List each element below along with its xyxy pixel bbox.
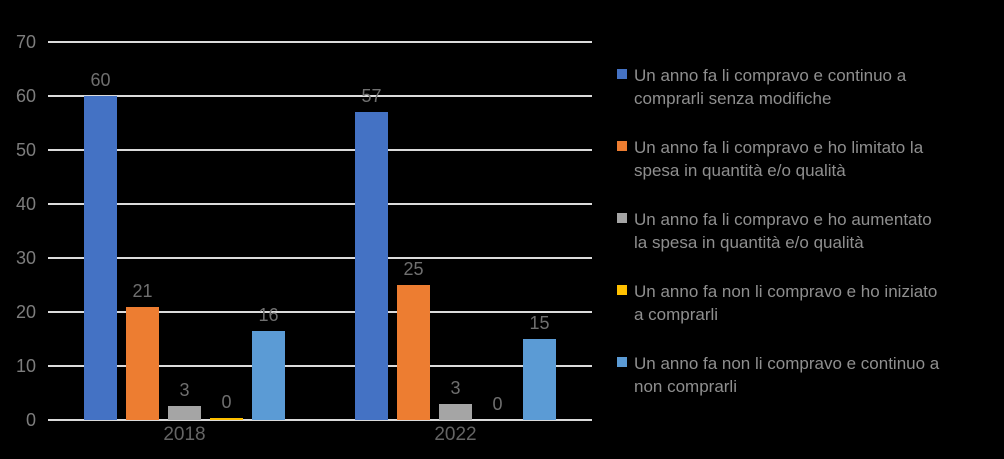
gridline	[48, 419, 592, 421]
legend-item-label: Un anno fa non li compravo e ho iniziato…	[634, 280, 1002, 326]
y-axis-tick-label: 40	[15, 194, 36, 214]
legend-item: Un anno fa non li compravo e continuo a n…	[617, 352, 1002, 398]
bar-2022-series3	[439, 404, 472, 420]
legend-label-line: Un anno fa li compravo e ho aumentato	[634, 210, 932, 229]
gridline	[48, 257, 592, 259]
data-label: 0	[492, 394, 503, 414]
data-label: 57	[361, 86, 382, 106]
data-label: 16	[258, 305, 279, 325]
legend-label-line: la spesa in quantità e/o qualità	[634, 233, 864, 252]
legend-item: Un anno fa li compravo e continuo a compr…	[617, 64, 1002, 110]
legend-swatch-icon	[617, 285, 627, 295]
bar-2022-series5	[523, 339, 556, 420]
data-label: 3	[179, 380, 190, 400]
y-axis-tick-label: 20	[15, 302, 36, 322]
data-label: 60	[90, 70, 111, 90]
legend-label-line: Un anno fa li compravo e ho limitato la	[634, 138, 924, 157]
x-axis-category-label: 2018	[163, 424, 206, 445]
bar-2018-series2	[126, 307, 159, 420]
bar-2022-series1	[355, 112, 388, 420]
data-label: 25	[403, 259, 424, 279]
data-label: 0	[221, 392, 232, 412]
legend-label-line: comprarli senza modifiche	[634, 89, 832, 108]
legend-label-line: non comprarli	[634, 377, 737, 396]
chart-legend: Un anno fa li compravo e continuo a compr…	[612, 0, 1004, 459]
legend-item: Un anno fa li compravo e ho limitato la s…	[617, 136, 1002, 182]
data-label: 15	[529, 313, 550, 333]
legend-swatch-icon	[617, 69, 627, 79]
x-axis-category-label: 2022	[434, 424, 477, 445]
legend-swatch-icon	[617, 141, 627, 151]
legend-item-label: Un anno fa non li compravo e continuo a n…	[634, 352, 1002, 398]
gridline	[48, 311, 592, 313]
gridline	[48, 41, 592, 43]
y-axis-tick-label: 50	[15, 140, 36, 160]
legend-swatch-icon	[617, 213, 627, 223]
legend-label-line: Un anno fa li compravo e continuo a	[634, 66, 907, 85]
legend-swatch-icon	[617, 357, 627, 367]
y-axis-tick-label: 0	[25, 410, 36, 430]
gridline	[48, 365, 592, 367]
data-label: 3	[450, 378, 461, 398]
legend-label-line: Un anno fa non li compravo e ho iniziato	[634, 282, 938, 301]
bar-2018-series3	[168, 406, 201, 420]
y-axis-tick-label: 30	[15, 248, 36, 268]
bar-2018-series5	[252, 331, 285, 420]
y-axis-tick-label: 60	[15, 86, 36, 106]
bar-2022-series2	[397, 285, 430, 420]
bar-2018-series4	[210, 418, 243, 420]
gridline	[48, 149, 592, 151]
legend-item-label: Un anno fa li compravo e continuo a compr…	[634, 64, 1002, 110]
data-label: 21	[132, 281, 153, 301]
legend-item: Un anno fa li compravo e ho aumentato la …	[617, 208, 1002, 254]
legend-label-line: spesa in quantità e/o qualità	[634, 161, 846, 180]
bar-2018-series1	[84, 96, 117, 420]
chart-plot-area: 0 10 20 30 40 50 60 70 60 21 3 0 16 2018 57 25 3 0 15 2022	[15, 32, 592, 445]
legend-item-label: Un anno fa li compravo e ho aumentato la …	[634, 208, 1002, 254]
legend-label-line: Un anno fa non li compravo e continuo a	[634, 354, 940, 373]
gridline	[48, 95, 592, 97]
y-axis-tick-label: 70	[15, 32, 36, 52]
gridline	[48, 203, 592, 205]
legend-label-line: a comprarli	[634, 305, 719, 324]
y-axis-tick-label: 10	[15, 356, 36, 376]
legend-item: Un anno fa non li compravo e ho iniziato…	[617, 280, 1002, 326]
legend-item-label: Un anno fa li compravo e ho limitato la s…	[634, 136, 1002, 182]
